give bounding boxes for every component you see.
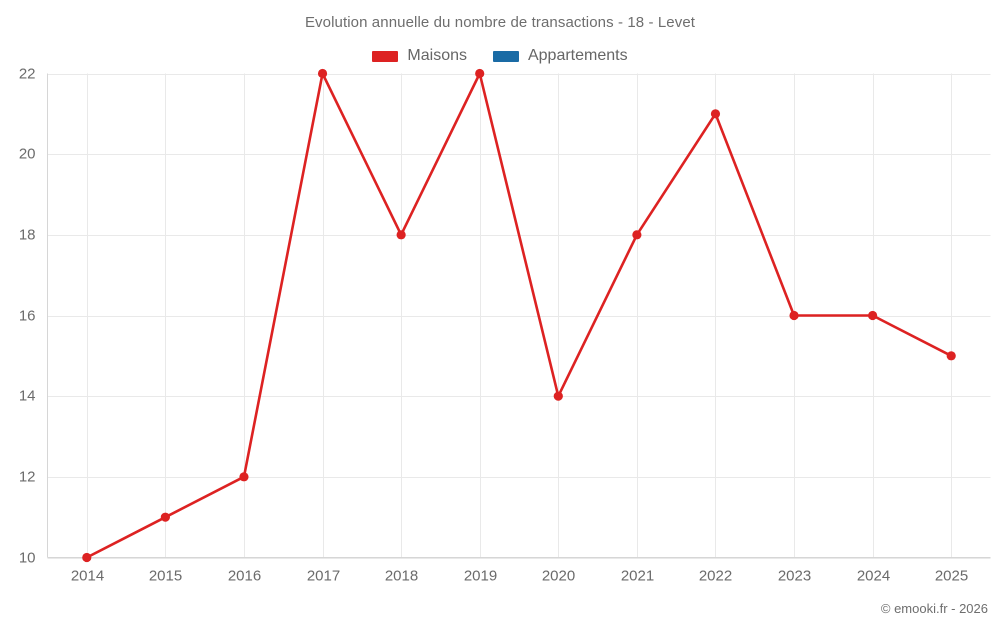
y-axis-tick-labels: 10 12 14 16 18 20 22: [19, 65, 36, 566]
x-axis-tick-labels: 2014 2015 2016 2017 2018 2019 2020 2021 2022 2023…: [71, 568, 968, 585]
data-point[interactable]: [239, 472, 249, 482]
x-axis-tick-label: 2015: [149, 568, 182, 585]
copyright-credit: © emooki.fr - 2026: [880, 601, 988, 616]
x-axis-tick-label: 2020: [542, 568, 575, 585]
legend-swatch-appartements: [492, 50, 519, 62]
legend-label-maisons: Maisons: [407, 47, 467, 64]
data-point[interactable]: [710, 109, 721, 119]
chart-legend: Maisons Appartements: [0, 44, 1000, 68]
data-point[interactable]: [317, 68, 328, 79]
data-point[interactable]: [160, 512, 170, 522]
data-point[interactable]: [868, 310, 878, 321]
x-axis-tick-label: 2017: [307, 568, 340, 585]
data-point[interactable]: [789, 310, 799, 321]
y-axis-tick-label: 22: [19, 65, 36, 82]
y-axis-tick-label: 18: [19, 226, 36, 243]
x-axis-tick-label: 2025: [935, 568, 968, 585]
x-axis-tick-label: 2024: [857, 568, 890, 585]
y-axis-tick-label: 12: [19, 468, 36, 485]
legend-item-maisons[interactable]: Maisons: [372, 47, 467, 65]
series-line-maisons: [85, 72, 953, 559]
data-point[interactable]: [632, 230, 642, 240]
data-series: [82, 68, 956, 563]
x-axis-tick-label: 2022: [699, 568, 732, 585]
data-point[interactable]: [946, 351, 956, 361]
y-axis-tick-label: 10: [19, 549, 36, 566]
data-point[interactable]: [82, 552, 92, 563]
x-axis-tick-label: 2018: [385, 568, 418, 585]
data-point[interactable]: [553, 391, 563, 401]
x-axis-tick-label: 2023: [778, 568, 811, 585]
x-axis-tick-label: 2019: [464, 568, 497, 585]
chart-title: Evolution annuelle du nombre de transact…: [304, 14, 696, 31]
legend-label-appartements: Appartements: [527, 47, 628, 64]
x-axis-tick-label: 2016: [228, 568, 261, 585]
y-axis-tick-label: 14: [19, 387, 36, 404]
data-point[interactable]: [396, 230, 406, 240]
legend-item-appartements[interactable]: Appartements: [492, 47, 628, 65]
legend-swatch-maisons: [372, 50, 399, 62]
x-axis-tick-label: 2014: [71, 568, 104, 585]
y-axis-tick-label: 20: [19, 145, 36, 162]
y-axis-tick-label: 16: [19, 307, 36, 324]
x-axis-tick-label: 2021: [621, 568, 654, 585]
axis-lines: [47, 73, 991, 558]
data-point[interactable]: [475, 68, 485, 79]
